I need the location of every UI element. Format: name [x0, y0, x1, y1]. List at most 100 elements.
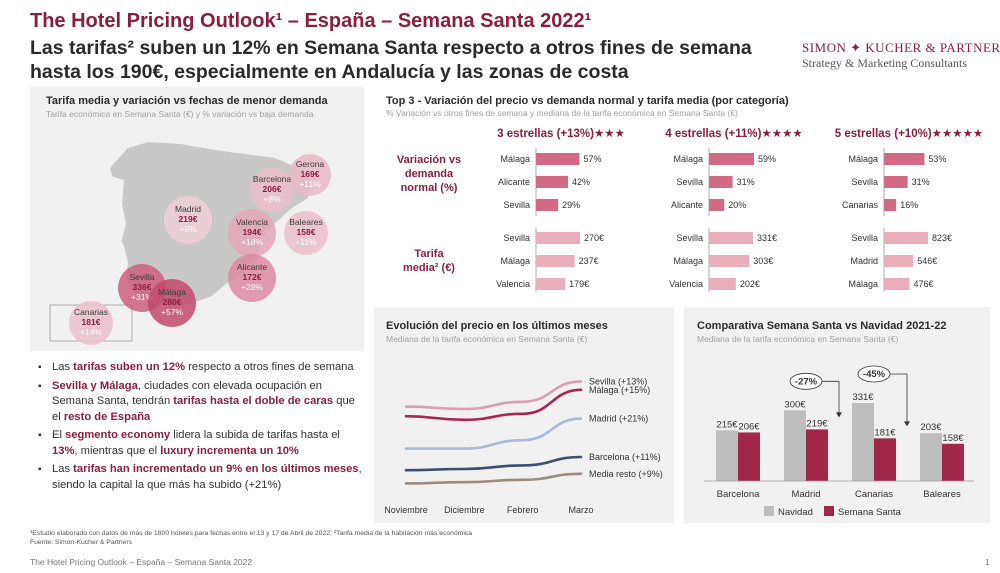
comparison-bar — [738, 432, 760, 481]
rate-bar — [536, 278, 566, 290]
x-tick-label: Febrero — [507, 505, 539, 515]
city-bubble-circle — [148, 279, 196, 327]
city-bubble-circle — [228, 209, 276, 257]
variation-bar-label: 42% — [572, 177, 590, 187]
change-arrowhead — [904, 421, 910, 427]
city-change: +11% — [295, 237, 317, 247]
comparison-bar-label: 203€ — [920, 422, 942, 433]
footnote: ¹Estudio elaborado con datos de más de 1… — [30, 529, 472, 547]
variation-bar-category: Sevilla — [676, 177, 703, 187]
evolution-title: Evolución del precio en los últimos mese… — [386, 320, 608, 332]
city-name: Baleares — [289, 217, 323, 227]
top3-title: Top 3 - Variación del precio vs demanda … — [386, 95, 789, 107]
comparison-bar — [784, 410, 806, 481]
city-name: Valencia — [236, 217, 268, 227]
variation-bar-label: 57% — [583, 154, 601, 164]
bullet-text: El — [52, 429, 66, 441]
variation-bar-category: Alicante — [498, 177, 530, 187]
rate-bar-category: Málaga — [500, 256, 530, 266]
city-name: Gerona — [296, 159, 325, 169]
variation-bar-label: 53% — [928, 154, 946, 164]
rate-row-label: media² (€) — [403, 262, 455, 274]
variation-bar-category: Canarias — [842, 200, 879, 210]
series-label: Media resto (+9%) — [589, 469, 663, 479]
comparison-bar — [920, 433, 942, 481]
city-name: Sevilla — [129, 272, 154, 282]
comparison-subtitle: Mediana de la tarifa económica en Semana… — [697, 334, 899, 344]
bullet-item: Sevilla y Málaga, ciudades con elevada o… — [38, 379, 363, 426]
page-subtitle: Las tarifas² suben un 12% en Semana Sant… — [30, 36, 790, 84]
line-series — [404, 380, 583, 411]
legend-swatch — [764, 506, 774, 516]
category-title: 3 estrellas (+13%)★★★ — [497, 128, 625, 140]
city-change: +18% — [241, 237, 263, 247]
bullet-item: Las tarifas han incrementado un 9% en lo… — [38, 462, 363, 493]
rate-bar-label: 179€ — [569, 279, 589, 289]
city-change: +8% — [263, 194, 281, 204]
evolution-subtitle: Mediana de la tarifa económica en Semana… — [386, 334, 588, 344]
footer-text: The Hotel Pricing Outlook – España – Sem… — [30, 557, 253, 567]
brand-logo: SIMON ✦ KUCHER & PARTNERS — [802, 40, 1000, 55]
variation-bar — [884, 176, 908, 188]
rate-bar-category: Málaga — [673, 256, 703, 266]
variation-bar-label: 31% — [737, 177, 755, 187]
variation-bar-label: 29% — [562, 200, 580, 210]
city-bubble-circle — [164, 196, 212, 244]
subtitle-line-2: hasta los 190€, especialmente en Andaluc… — [30, 61, 629, 83]
city-change: +14% — [80, 327, 102, 337]
rate-bar-label: 823€ — [932, 233, 952, 243]
top3-subtitle: % Variación vs otros fines de semana y m… — [386, 108, 738, 118]
variation-bar-category: Málaga — [848, 154, 878, 164]
bullet-highlight: 13% — [52, 444, 75, 457]
city-change: +31% — [131, 292, 153, 302]
footnote-line-2: Fuente: Simon-Kucher & Partners — [30, 539, 132, 546]
variation-bar — [709, 176, 733, 188]
city-price: 206€ — [263, 184, 282, 194]
bullet-text: , ciudades con elevada ocupación en Sema… — [52, 379, 322, 408]
x-tick-label: Marzo — [568, 505, 593, 515]
bullet-text: , siendo la capital la que más ha subido… — [52, 463, 362, 491]
rate-bar-category: Valencia — [669, 279, 703, 289]
variation-row-label: normal (%) — [401, 182, 458, 194]
city-change: +11% — [299, 179, 321, 189]
city-bubble-circle — [69, 301, 113, 345]
city-name: Málaga — [158, 287, 186, 297]
category-title: 4 estrellas (+11%)★★★★ — [665, 128, 802, 140]
rate-bar-category: Sevilla — [676, 233, 703, 243]
city-name: Canarias — [74, 307, 108, 317]
variation-bar — [709, 153, 754, 165]
evolution-chart: Sevilla (+13%)Málaga (+15%) Madrid (+21%)… — [384, 376, 663, 515]
bullet-item: El segmento economy lidera la subida de … — [38, 428, 363, 459]
rate-bar — [536, 232, 580, 244]
comparison-bar-label: 181€ — [874, 427, 896, 438]
city-change: +5% — [179, 224, 197, 234]
rate-bar — [709, 278, 736, 290]
comparison-bar — [806, 429, 828, 481]
variation-bar — [709, 199, 725, 211]
line-series — [404, 417, 583, 450]
city-price: 336€ — [133, 282, 152, 292]
city-price: 158€ — [297, 227, 316, 237]
subtitle-line-1: Las tarifas² suben un 12% en Semana Sant… — [30, 37, 752, 59]
key-findings-list: Las tarifas suben un 12% respecto a otro… — [38, 360, 363, 496]
variation-row-label: Variación vs — [397, 154, 461, 166]
rate-bar — [884, 278, 910, 290]
line-series — [404, 388, 583, 422]
comparison-title: Comparativa Semana Santa vs Navidad 2021… — [697, 320, 947, 332]
bullet-highlight: Sevilla y Málaga — [52, 379, 138, 392]
rate-bar — [884, 255, 914, 267]
comparison-category: Barcelona — [717, 489, 760, 500]
portugal-gap — [106, 176, 126, 270]
city-bubble-circle — [228, 254, 276, 302]
series-label: Sevilla (+13%) — [589, 376, 647, 386]
city-bubble-circle — [250, 168, 294, 212]
change-badge-label: -45% — [863, 369, 886, 380]
bullet-highlight: luxury incrementa un 10% — [160, 444, 299, 457]
comparison-bar-label: 300€ — [784, 399, 806, 410]
